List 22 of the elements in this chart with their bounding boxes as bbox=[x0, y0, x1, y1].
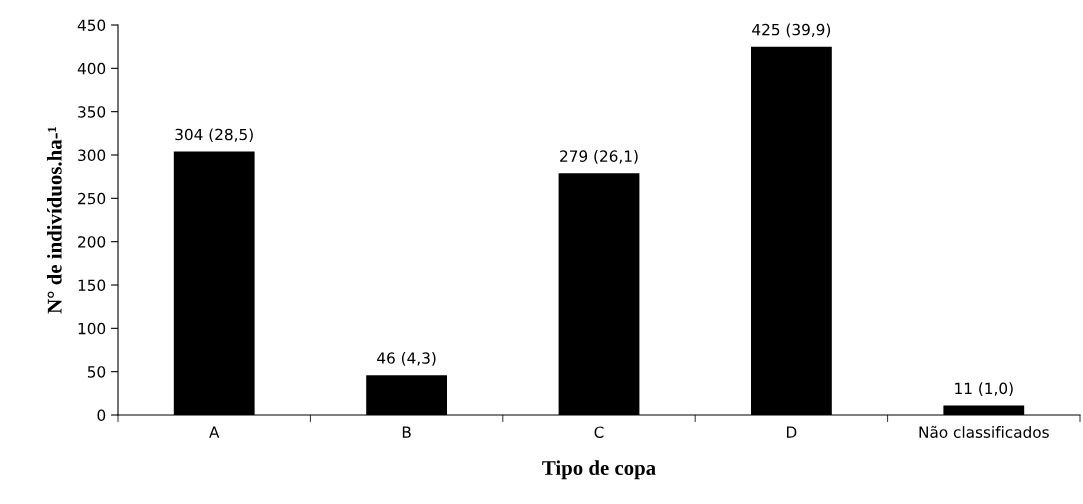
data-label: 279 (26,1) bbox=[560, 150, 638, 164]
y-tick-label: 0 bbox=[97, 409, 106, 422]
y-axis-title: N° de indivíduos.ha-¹ bbox=[47, 126, 62, 314]
y-tick-label: 400 bbox=[77, 62, 106, 75]
x-tick-label: C bbox=[594, 426, 604, 438]
x-axis-title: Tipo de copa bbox=[542, 460, 656, 480]
x-tick-label: B bbox=[402, 426, 411, 438]
y-tick-label: 450 bbox=[77, 19, 106, 32]
y-tick-label: 250 bbox=[78, 192, 106, 205]
data-label: 11 (1,0) bbox=[955, 382, 1013, 396]
y-tick-label: 300 bbox=[78, 149, 106, 162]
y-tick-label: 50 bbox=[87, 366, 106, 378]
x-tick-label: Não classificados bbox=[919, 425, 1049, 438]
y-tick-label: 150 bbox=[78, 279, 106, 292]
data-label: 46 (4,3) bbox=[377, 352, 436, 366]
y-tick-label: 200 bbox=[78, 236, 106, 248]
y-tick-label: 350 bbox=[78, 106, 106, 118]
x-tick-label: D bbox=[787, 426, 797, 438]
data-label: 304 (28,5) bbox=[175, 128, 253, 143]
x-tick-label: A bbox=[209, 426, 220, 438]
data-label: 425 (39,9) bbox=[752, 23, 831, 38]
y-tick-label: 100 bbox=[78, 322, 106, 335]
